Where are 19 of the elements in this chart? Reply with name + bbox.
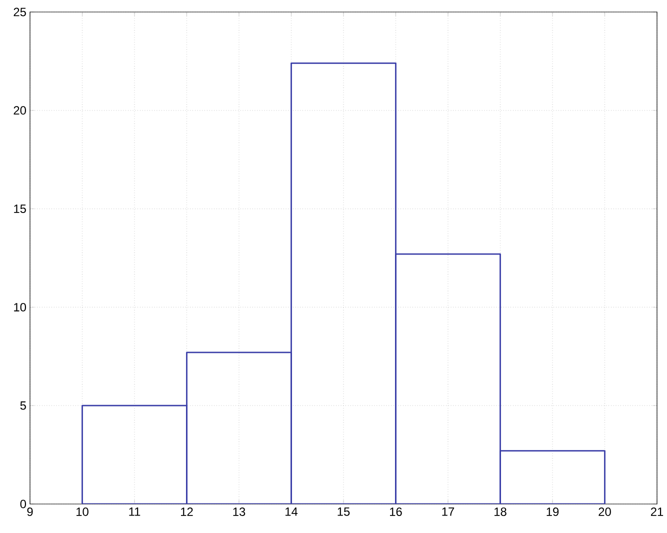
x-tick-label: 10 [76, 508, 88, 516]
x-tick-label: 20 [598, 508, 611, 516]
y-tick-label: 25 [14, 8, 26, 16]
x-tick-label: 12 [181, 508, 193, 516]
x-tick-label: 18 [494, 508, 506, 516]
x-tick-label: 16 [390, 508, 402, 516]
x-tick-label: 9 [27, 508, 33, 516]
x-tick-label: 21 [650, 508, 664, 516]
x-tick-label: 14 [286, 508, 298, 516]
y-tick-label: 10 [14, 302, 26, 312]
x-tick-label: 11 [129, 508, 140, 516]
y-tick-label: 20 [14, 106, 26, 115]
x-tick-label: 15 [338, 508, 350, 516]
x-tick-label: 13 [233, 508, 246, 516]
y-tick-label: 5 [20, 401, 26, 410]
y-tick-label: 0 [20, 500, 26, 508]
x-tick-label: 17 [442, 508, 454, 516]
y-tick-label: 15 [14, 204, 26, 213]
x-tick-label: 19 [546, 508, 559, 516]
